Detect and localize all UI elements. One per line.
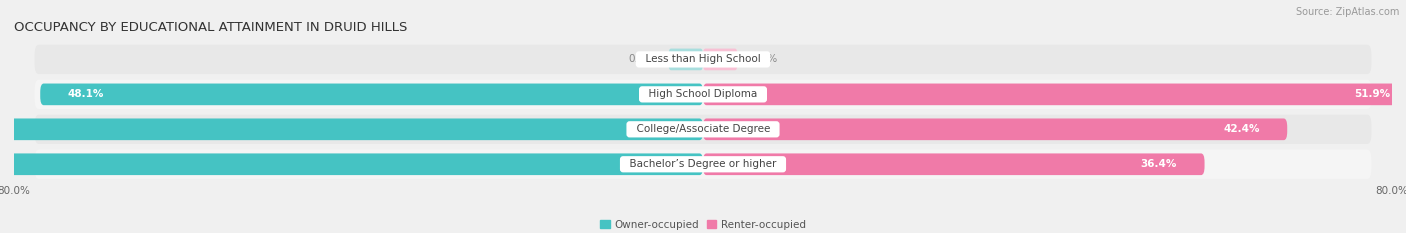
Text: 48.1%: 48.1% [67,89,104,99]
FancyBboxPatch shape [703,153,1205,175]
Text: 51.9%: 51.9% [1354,89,1391,99]
Text: Bachelor’s Degree or higher: Bachelor’s Degree or higher [623,159,783,169]
Legend: Owner-occupied, Renter-occupied: Owner-occupied, Renter-occupied [600,220,806,230]
Text: College/Associate Degree: College/Associate Degree [630,124,776,134]
Text: Source: ZipAtlas.com: Source: ZipAtlas.com [1295,7,1399,17]
Text: Less than High School: Less than High School [638,55,768,64]
FancyBboxPatch shape [703,118,1288,140]
Text: OCCUPANCY BY EDUCATIONAL ATTAINMENT IN DRUID HILLS: OCCUPANCY BY EDUCATIONAL ATTAINMENT IN D… [14,21,408,34]
FancyBboxPatch shape [35,80,1371,109]
FancyBboxPatch shape [703,49,738,70]
FancyBboxPatch shape [35,45,1371,74]
FancyBboxPatch shape [35,115,1371,144]
FancyBboxPatch shape [703,83,1406,105]
Text: 0.0%: 0.0% [628,55,655,64]
FancyBboxPatch shape [41,83,703,105]
Text: High School Diploma: High School Diploma [643,89,763,99]
FancyBboxPatch shape [669,49,703,70]
Text: 42.4%: 42.4% [1223,124,1260,134]
Text: 0.0%: 0.0% [751,55,778,64]
FancyBboxPatch shape [35,150,1371,179]
Text: 36.4%: 36.4% [1140,159,1177,169]
FancyBboxPatch shape [0,153,703,175]
FancyBboxPatch shape [0,118,703,140]
